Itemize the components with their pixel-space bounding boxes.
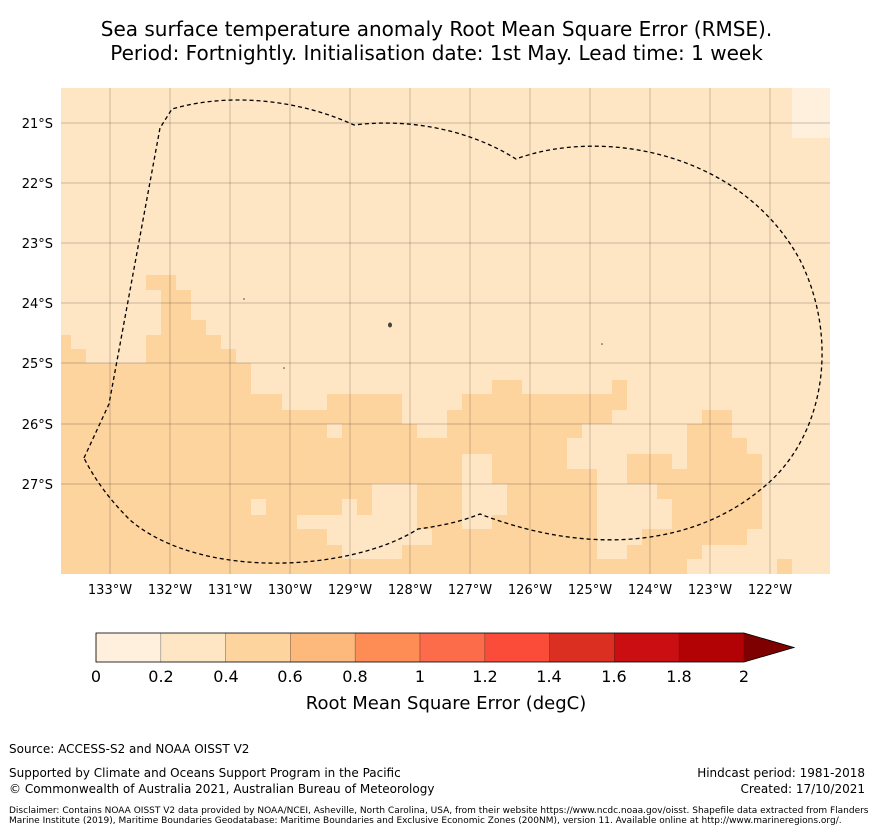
- lon-tick-label: 123°W: [688, 583, 732, 598]
- colorbar-tick-label: 0.8: [342, 667, 367, 686]
- lon-labels: 133°W 132°W 131°W 130°W 129°W 128°W 127°…: [88, 583, 792, 598]
- lat-tick-label: 23°S: [22, 237, 53, 252]
- colorbar-tick-label: 1.6: [601, 667, 626, 686]
- lon-tick-label: 130°W: [268, 583, 312, 598]
- lon-tick-label: 125°W: [568, 583, 612, 598]
- lat-tick-label: 27°S: [22, 478, 53, 493]
- disclaimer-text: Disclaimer: Contains NOAA OISST V2 data …: [9, 806, 869, 826]
- colorbar-tick-label: 0.6: [277, 667, 302, 686]
- lon-tick-label: 132°W: [148, 583, 192, 598]
- map-gridlines: [61, 88, 830, 574]
- colorbar-tick-label: 2: [739, 667, 749, 686]
- lon-tick-label: 126°W: [508, 583, 552, 598]
- eez-boundary: [83, 99, 823, 564]
- colorbar-segment: [290, 632, 356, 663]
- lon-tick-label: 124°W: [628, 583, 672, 598]
- colorbar-tick-label: 1.2: [472, 667, 497, 686]
- colorbar-segment: [614, 632, 680, 663]
- rmse-zone-0.4-0.6: [61, 275, 792, 574]
- colorbar-segment: [484, 632, 550, 663]
- source-text: Source: ACCESS-S2 and NOAA OISST V2: [9, 742, 250, 756]
- supported-text: Supported by Climate and Oceans Support …: [9, 766, 401, 780]
- lat-tick-label: 22°S: [22, 177, 53, 192]
- lat-labels: 21°S 22°S 23°S 24°S 25°S 26°S 27°S: [22, 117, 53, 493]
- lon-tick-label: 133°W: [88, 583, 132, 598]
- lon-tick-label: 131°W: [208, 583, 252, 598]
- lon-tick-label: 122°W: [748, 583, 792, 598]
- colorbar: [95, 632, 796, 663]
- title-line-2: Period: Fortnightly. Initialisation date…: [110, 41, 763, 65]
- colorbar-segment: [160, 632, 226, 663]
- lon-tick-label: 127°W: [448, 583, 492, 598]
- lat-tick-label: 21°S: [22, 117, 53, 132]
- colorbar-tick-label: 0.2: [148, 667, 173, 686]
- islands: [243, 298, 603, 369]
- colorbar-tick-label: 1: [415, 667, 425, 686]
- colorbar-label: Root Mean Square Error (degC): [306, 693, 587, 714]
- colorbar-segment: [419, 632, 486, 663]
- colorbar-tick-labels: 0 0.2 0.4 0.6 0.8 1 1.2 1.4 1.6 1.8 2: [91, 667, 749, 686]
- lat-tick-label: 24°S: [22, 297, 53, 312]
- colorbar-segment: [225, 632, 291, 663]
- colorbar-outline: [95, 632, 796, 663]
- created-text: Created: 17/10/2021: [740, 782, 865, 796]
- colorbar-tick-label: 1.8: [666, 667, 691, 686]
- rmse-zone-0-0.2: [792, 88, 830, 138]
- colorbar-tick-label: 1.4: [536, 667, 561, 686]
- title-line-1: Sea surface temperature anomaly Root Mea…: [100, 17, 773, 41]
- lat-tick-label: 26°S: [22, 418, 53, 433]
- lat-tick-label: 25°S: [22, 357, 53, 372]
- hindcast-text: Hindcast period: 1981-2018: [697, 766, 865, 780]
- lon-tick-label: 129°W: [328, 583, 372, 598]
- copyright-text: © Commonwealth of Australia 2021, Austra…: [9, 782, 435, 796]
- colorbar-extend-arrow: [744, 633, 794, 662]
- colorbar-segment: [354, 632, 421, 663]
- colorbar-segment: [95, 632, 162, 663]
- colorbar-tick-label: 0: [91, 667, 101, 686]
- lon-tick-label: 128°W: [388, 583, 432, 598]
- colorbar-segment: [678, 632, 745, 663]
- colorbar-segment: [549, 632, 615, 663]
- colorbar-tick-label: 0.4: [213, 667, 238, 686]
